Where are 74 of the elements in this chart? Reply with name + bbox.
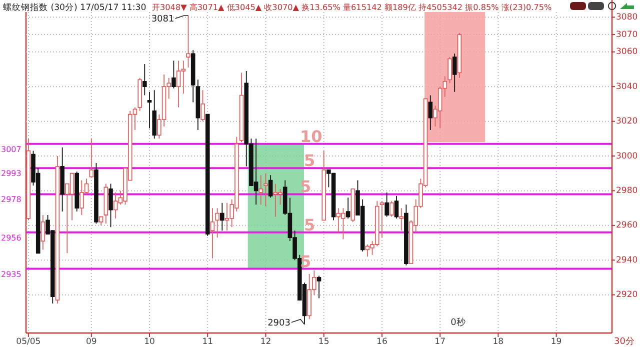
x-tick-label: 10 (144, 337, 155, 347)
candlestick (268, 174, 273, 198)
candlestick (186, 15, 190, 68)
ref-line-label: 3007 (1, 144, 22, 154)
candlestick (200, 90, 205, 122)
candlestick (394, 195, 399, 219)
x-tick-label: 16 (376, 337, 388, 347)
candlestick (138, 77, 142, 112)
candlestick (215, 208, 220, 238)
candlestick (389, 200, 394, 218)
y-tick-label: 2960 (616, 220, 638, 231)
candlestick (322, 150, 326, 221)
candlestick (142, 64, 147, 96)
annotation: 5 (304, 215, 316, 234)
y-tick-label: 3020 (616, 116, 638, 127)
y-tick-label: 2920 (616, 290, 638, 300)
x-tick-label: 15 (318, 337, 330, 347)
candlestick (94, 162, 98, 224)
x-tick-label: 09 (86, 337, 97, 347)
annotation: 0秒 (450, 317, 466, 328)
chart-subtitle: 开3048▼ 高3071▲ 低3045▲ 收3070▲ 换13.65% 量615142 额189亿 持4505342 振0.85% 涨(23)0.75% (152, 2, 552, 12)
y-tick-label: 2980 (616, 186, 638, 196)
candlestick (147, 91, 152, 129)
y-tick-label: 3040 (616, 82, 638, 92)
candlestick (60, 146, 64, 212)
y-tick-label: 3070 (616, 30, 638, 40)
y-tick-label: 3000 (616, 151, 638, 162)
candlestick (404, 204, 408, 266)
candlestick (152, 90, 156, 140)
ref-line-label: 2993 (1, 169, 22, 178)
candlestick (55, 156, 60, 304)
x-tick-label: 11 (202, 337, 214, 347)
candlestick (428, 94, 433, 130)
chart-title: 螺纹钢指数 (30分) 17/05/17 11:30 (3, 2, 146, 13)
annotation: 2903 (268, 318, 290, 328)
candlestick (26, 138, 31, 221)
annotation: 5 (304, 151, 316, 170)
x-tick-label: 05/05 (16, 337, 41, 347)
candlestick (448, 56, 452, 84)
candlestick (210, 208, 215, 259)
ref-line-label: 2978 (1, 195, 22, 204)
annotation: 3081 (151, 14, 174, 24)
ref-line-label: 2935 (1, 270, 22, 279)
x-tick-label: 17 (434, 337, 446, 347)
y-tick-label: 3060 (616, 47, 638, 58)
candlestick (384, 192, 389, 218)
candlestick (104, 183, 108, 224)
candlestick (172, 60, 176, 89)
y-tick-label: 3080 (616, 12, 638, 23)
x-tick-label: 12 (260, 337, 272, 347)
annotation: 10 (300, 126, 322, 146)
candlestick (346, 197, 350, 219)
text: 30分 (614, 336, 634, 347)
candlestick (190, 50, 196, 103)
candlestick (40, 214, 46, 250)
candlestick (196, 79, 200, 130)
candlestick (399, 208, 404, 232)
candlestick (350, 188, 356, 222)
candlestick (74, 171, 79, 212)
candlestick (316, 275, 322, 299)
candlestick (108, 183, 113, 228)
x-tick-label: 18 (492, 337, 504, 347)
candlestick (239, 72, 244, 143)
candlestick (452, 53, 457, 92)
candlestick (220, 202, 224, 232)
x-tick-label: 19 (550, 337, 562, 347)
candlestick (457, 32, 462, 78)
ref-line-label: 2956 (1, 233, 22, 242)
candlestick (258, 174, 264, 206)
y-tick-label: 2940 (616, 255, 638, 266)
candlestick (264, 172, 268, 207)
candlestick (380, 200, 384, 238)
candlestick (89, 138, 94, 178)
candlestick (98, 216, 104, 226)
